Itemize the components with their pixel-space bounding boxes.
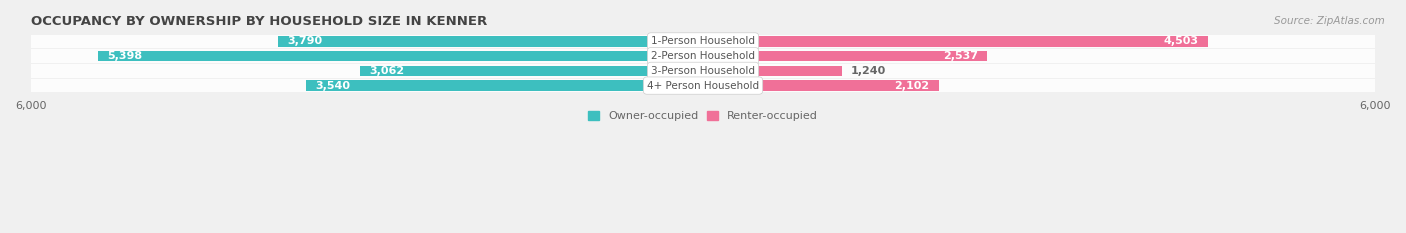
Text: 1,240: 1,240: [851, 66, 886, 76]
Text: 1-Person Household: 1-Person Household: [651, 36, 755, 46]
Bar: [31, 64, 1375, 78]
Text: 2,102: 2,102: [894, 81, 929, 91]
Bar: [31, 49, 1375, 63]
Bar: [31, 35, 1375, 48]
Text: OCCUPANCY BY OWNERSHIP BY HOUSEHOLD SIZE IN KENNER: OCCUPANCY BY OWNERSHIP BY HOUSEHOLD SIZE…: [31, 15, 486, 28]
Bar: [278, 36, 703, 47]
Text: Source: ZipAtlas.com: Source: ZipAtlas.com: [1274, 16, 1385, 26]
Text: 5,398: 5,398: [107, 51, 142, 61]
Text: 3,062: 3,062: [368, 66, 404, 76]
Bar: [703, 36, 1208, 47]
Text: 3,790: 3,790: [287, 36, 322, 46]
Text: 3,540: 3,540: [315, 81, 350, 91]
Bar: [307, 80, 703, 91]
Bar: [31, 79, 1375, 92]
Bar: [98, 51, 703, 61]
Text: 4+ Person Household: 4+ Person Household: [647, 81, 759, 91]
Bar: [703, 80, 939, 91]
Text: 2-Person Household: 2-Person Household: [651, 51, 755, 61]
Bar: [703, 66, 842, 76]
Legend: Owner-occupied, Renter-occupied: Owner-occupied, Renter-occupied: [583, 106, 823, 126]
Text: 4,503: 4,503: [1164, 36, 1198, 46]
Bar: [703, 51, 987, 61]
Text: 2,537: 2,537: [943, 51, 979, 61]
Text: 3-Person Household: 3-Person Household: [651, 66, 755, 76]
Bar: [360, 66, 703, 76]
